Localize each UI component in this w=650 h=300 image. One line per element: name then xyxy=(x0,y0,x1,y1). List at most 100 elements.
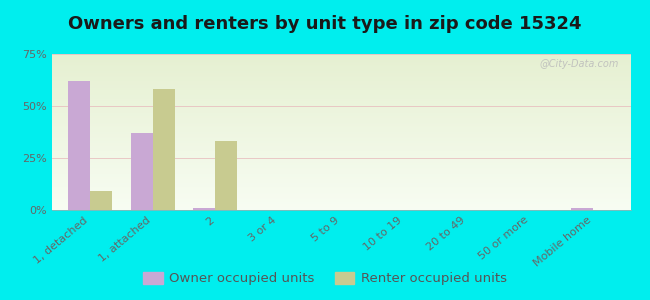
Bar xyxy=(52,138,630,140)
Bar xyxy=(52,93,630,94)
Text: @City-Data.com: @City-Data.com xyxy=(540,59,619,69)
Bar xyxy=(52,124,630,126)
Bar xyxy=(52,65,630,67)
Bar xyxy=(52,121,630,123)
Bar xyxy=(52,194,630,196)
Bar xyxy=(52,208,630,210)
Bar xyxy=(52,176,630,177)
Bar xyxy=(52,174,630,176)
Bar xyxy=(52,191,630,193)
Bar xyxy=(52,160,630,162)
Bar xyxy=(52,187,630,188)
Bar xyxy=(52,119,630,121)
Bar xyxy=(52,185,630,187)
Bar xyxy=(52,171,630,172)
Bar xyxy=(52,79,630,80)
Bar xyxy=(52,165,630,166)
Bar xyxy=(52,202,630,204)
Bar xyxy=(52,162,630,163)
Bar xyxy=(52,82,630,84)
Bar xyxy=(131,133,153,210)
Bar xyxy=(52,127,630,129)
Bar xyxy=(52,90,630,92)
Bar xyxy=(52,94,630,96)
Bar xyxy=(52,132,630,134)
Bar xyxy=(52,151,630,152)
Bar xyxy=(52,140,630,141)
Bar xyxy=(52,107,630,109)
Bar xyxy=(52,109,630,110)
Bar xyxy=(52,137,630,138)
Bar xyxy=(52,57,630,59)
Bar xyxy=(52,177,630,179)
Bar xyxy=(52,148,630,149)
Bar xyxy=(52,88,630,90)
Bar xyxy=(52,112,630,113)
Bar xyxy=(52,116,630,118)
Bar xyxy=(52,59,630,60)
Bar xyxy=(68,81,90,210)
Bar xyxy=(52,84,630,85)
Bar xyxy=(52,123,630,124)
Bar xyxy=(52,172,630,174)
Bar xyxy=(52,126,630,127)
Bar xyxy=(52,54,630,56)
Bar xyxy=(52,85,630,87)
Bar xyxy=(52,166,630,168)
Bar xyxy=(52,102,630,104)
Bar xyxy=(52,71,630,73)
Bar xyxy=(52,134,630,135)
Bar xyxy=(52,152,630,154)
Bar xyxy=(52,201,630,202)
Bar xyxy=(52,60,630,62)
Bar xyxy=(52,130,630,132)
Bar xyxy=(52,157,630,158)
Bar xyxy=(52,182,630,184)
Bar xyxy=(52,104,630,106)
Bar xyxy=(52,205,630,207)
Bar xyxy=(52,113,630,115)
Bar xyxy=(52,73,630,74)
Bar xyxy=(52,190,630,191)
Bar xyxy=(52,193,630,194)
Bar xyxy=(52,168,630,170)
Bar xyxy=(52,155,630,157)
Bar xyxy=(52,115,630,116)
Bar xyxy=(52,129,630,130)
Bar xyxy=(52,63,630,65)
Bar xyxy=(52,106,630,107)
Bar xyxy=(153,89,175,210)
Text: Owners and renters by unit type in zip code 15324: Owners and renters by unit type in zip c… xyxy=(68,15,582,33)
Bar xyxy=(52,74,630,76)
Bar xyxy=(52,141,630,143)
Bar xyxy=(52,149,630,151)
Bar xyxy=(52,68,630,70)
Bar xyxy=(571,208,593,210)
Bar xyxy=(52,87,630,88)
Bar xyxy=(52,56,630,57)
Bar xyxy=(52,98,630,99)
Legend: Owner occupied units, Renter occupied units: Owner occupied units, Renter occupied un… xyxy=(138,266,512,290)
Bar xyxy=(216,141,237,210)
Bar xyxy=(52,145,630,146)
Bar xyxy=(194,208,216,210)
Bar xyxy=(52,135,630,137)
Bar xyxy=(52,118,630,119)
Bar xyxy=(52,70,630,71)
Bar xyxy=(52,76,630,77)
Bar xyxy=(52,184,630,185)
Bar xyxy=(52,110,630,112)
Bar xyxy=(52,146,630,148)
Bar xyxy=(52,77,630,79)
Bar xyxy=(52,96,630,98)
Bar xyxy=(52,154,630,155)
Bar xyxy=(52,169,630,171)
Bar xyxy=(52,101,630,102)
Bar xyxy=(52,80,630,82)
Bar xyxy=(52,199,630,201)
Bar xyxy=(52,180,630,182)
Bar xyxy=(90,191,112,210)
Bar xyxy=(52,67,630,68)
Bar xyxy=(52,158,630,160)
Bar xyxy=(52,163,630,165)
